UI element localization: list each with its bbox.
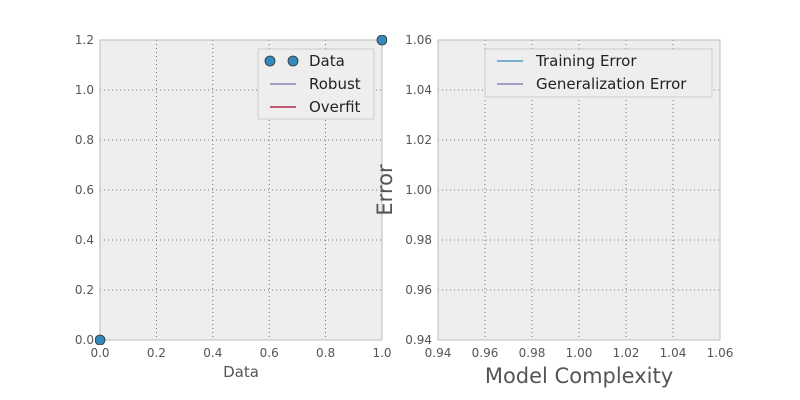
y-tick-label: 0.96 xyxy=(405,283,432,297)
x-tick-label: 0.2 xyxy=(147,346,166,360)
y-tick-label: 0.0 xyxy=(75,333,94,347)
axes-frame xyxy=(99,39,383,341)
legend-label: Data xyxy=(309,52,345,70)
x-tick-label: 0.4 xyxy=(203,346,222,360)
legend: Data Robust Overfit xyxy=(257,48,375,120)
y-axis-label: Error xyxy=(373,164,397,216)
x-axis-label: Data xyxy=(223,363,259,381)
y-tick-label: 0.94 xyxy=(405,333,432,347)
y-tick-label: 0.98 xyxy=(405,233,432,247)
y-tick-label: 1.06 xyxy=(405,33,432,47)
axes-frame xyxy=(437,39,721,341)
legend: Training Error Generalization Error xyxy=(484,48,713,98)
legend-box xyxy=(484,48,713,98)
series-marks xyxy=(95,35,387,345)
x-tick-label: 1.06 xyxy=(707,346,734,360)
legend-label: Training Error xyxy=(535,52,637,70)
y-tick-label: 0.6 xyxy=(75,183,94,197)
y-tick-label: 1.04 xyxy=(405,83,432,97)
y-tick-label: 0.8 xyxy=(75,133,94,147)
legend-marker xyxy=(287,55,299,67)
y-tick-label: 1.0 xyxy=(75,83,94,97)
chart-panel-1: 0.0 0.2 0.4 0.6 0.8 1.0 0.0 0.2 0.4 0.6 0.8 1.0 1.2 D… xyxy=(75,33,392,381)
y-tick-label: 1.02 xyxy=(405,133,432,147)
x-tick-label: 0.0 xyxy=(90,346,109,360)
legend-label: Overfit xyxy=(309,98,361,116)
x-tick-label: 0.8 xyxy=(316,346,335,360)
x-tick-label: 1.0 xyxy=(372,346,391,360)
x-tick-label: 1.00 xyxy=(566,346,593,360)
y-tick-label: 1.2 xyxy=(75,33,94,47)
legend-marker xyxy=(264,55,276,67)
y-tick-label: 1.00 xyxy=(405,183,432,197)
x-tick-label: 0.98 xyxy=(519,346,546,360)
y-tick-label: 0.4 xyxy=(75,233,94,247)
x-tick-label: 1.02 xyxy=(613,346,640,360)
chart-panel-2: 0.94 0.96 0.98 1.00 1.02 1.04 1.06 0.94 0.96 0.98… xyxy=(373,33,733,388)
x-tick-label: 0.96 xyxy=(472,346,499,360)
x-tick-label: 0.6 xyxy=(260,346,279,360)
x-axis-label: Model Complexity xyxy=(485,364,673,388)
legend-label: Robust xyxy=(309,75,361,93)
legend-label: Generalization Error xyxy=(536,75,687,93)
data-point xyxy=(95,334,106,345)
x-tick-label: 0.94 xyxy=(425,346,452,360)
x-tick-label: 1.04 xyxy=(660,346,687,360)
y-tick-label: 0.2 xyxy=(75,283,94,297)
data-point xyxy=(376,35,387,46)
